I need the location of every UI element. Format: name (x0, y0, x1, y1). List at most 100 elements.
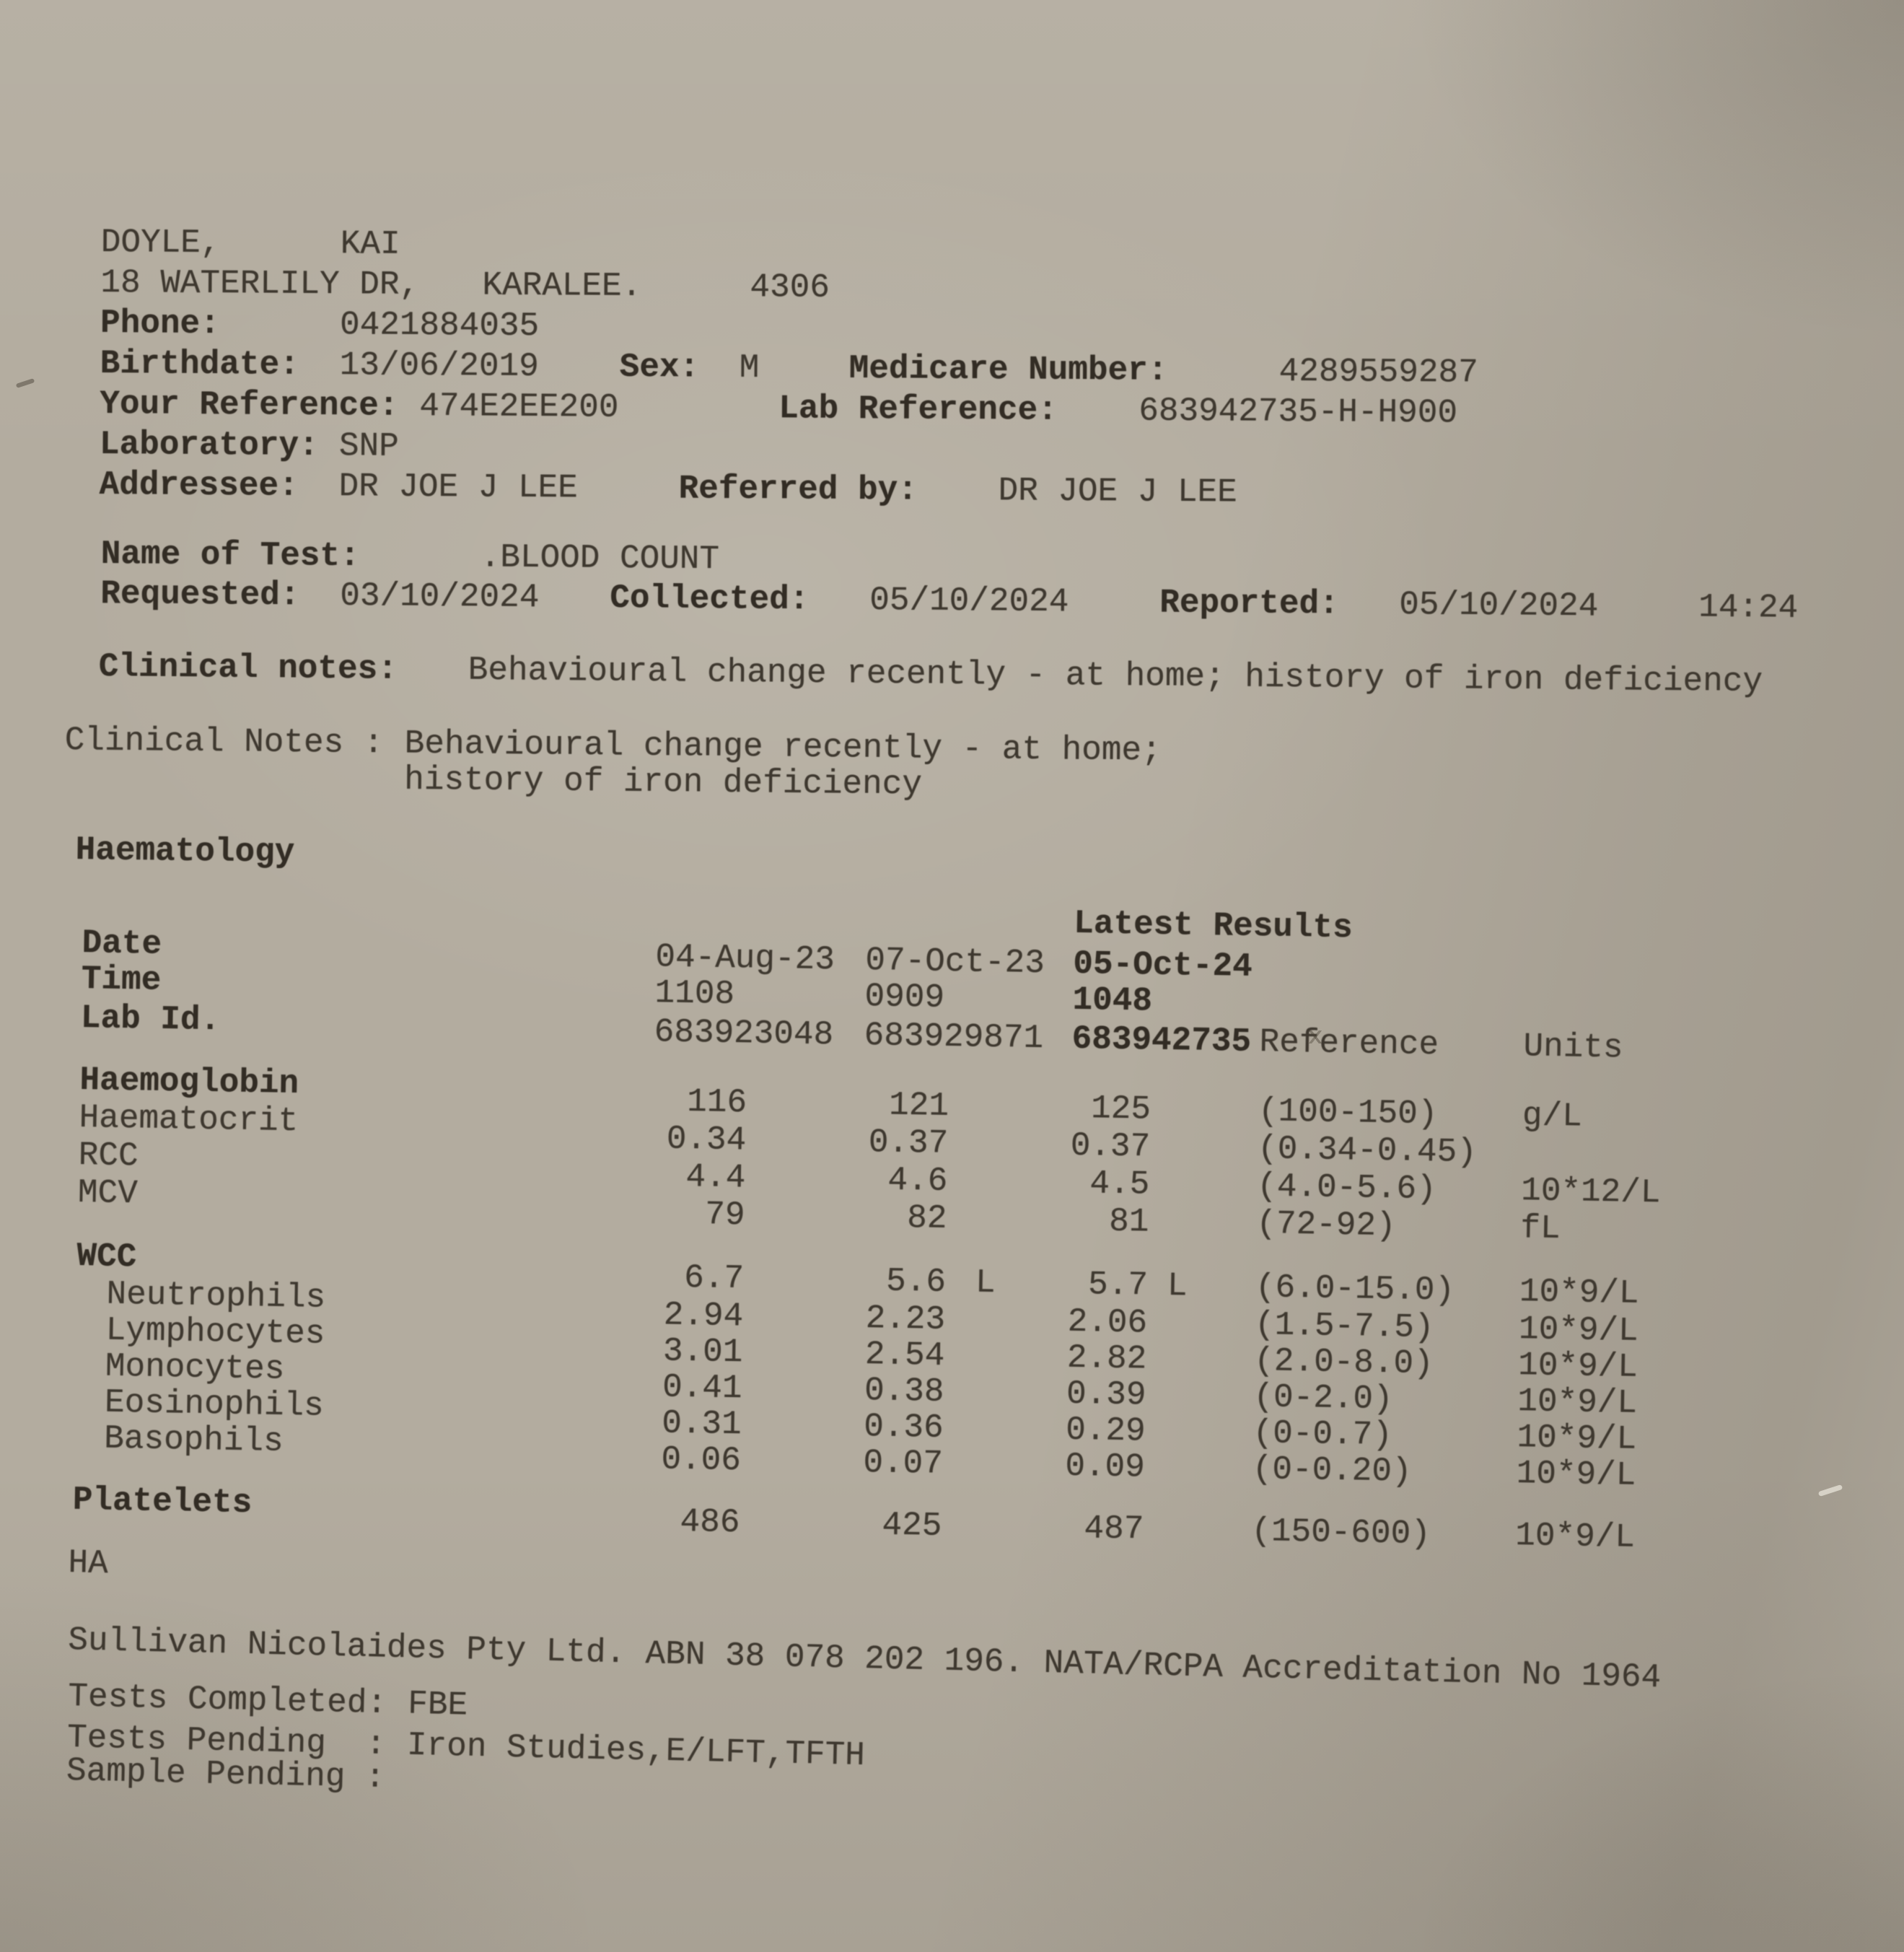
clinical-notes-block-label: Clinical Notes : (64, 722, 384, 763)
referred-by-label: Referred by: (678, 470, 918, 509)
result-value-2: 4.6 (887, 1161, 948, 1200)
footnote-ha: HA (68, 1544, 109, 1583)
result-value-3: 2.82 (1066, 1339, 1147, 1378)
latest-results-header: Latest Results (1073, 904, 1354, 947)
reported-value: 05/10/2024 (1399, 586, 1599, 626)
reference-range: (0-2.0) (1253, 1378, 1394, 1419)
lab-id-col2: 683929871 (864, 1016, 1044, 1058)
result-value-2: 425 (882, 1506, 942, 1545)
reference-range: (72-92) (1255, 1205, 1397, 1246)
result-value-1: 3.01 (662, 1332, 743, 1372)
time-row: Time 1108 0909 1048 (81, 960, 1152, 1020)
phone-value: 0421884035 (339, 306, 540, 346)
result-value-3: 4.5 (1089, 1165, 1150, 1204)
medicare-label: Medicare Number: (848, 349, 1168, 390)
result-value-3: 81 (1108, 1202, 1149, 1241)
latest-results-header-row: Latest Results (82, 888, 1353, 947)
address-suburb: KARALEE. (482, 266, 642, 305)
result-row-haemoglobin: Haemoglobin 116 121 125 (100-150) g/L (79, 1062, 1582, 1136)
date-col3: 05-Oct-24 (1072, 945, 1253, 986)
units-column-header: Units (1523, 1028, 1623, 1067)
birthdate-value: 13/06/2019 (339, 346, 539, 386)
units: 10*9/L (1514, 1517, 1636, 1557)
row-label: Platelets (72, 1481, 253, 1522)
date-row-label: Date (82, 924, 162, 963)
addressee-label: Addressee: (99, 465, 299, 505)
result-value-1: 0.31 (661, 1404, 742, 1444)
units: 10*9/L (1518, 1310, 1639, 1350)
addressee-value: DR JOE J LEE (338, 468, 579, 507)
tests-pending-value: Iron Studies,E/LFT,TFTH (406, 1726, 866, 1775)
lab-reference-value: 683942735-H-H900 (1139, 392, 1458, 432)
row-label: Neutrophils (106, 1275, 326, 1317)
clinical-notes-block-line2: history of iron deficiency (403, 761, 923, 804)
reference-range: (4.0-5.6) (1256, 1168, 1437, 1209)
result-value-2: 0.37 (868, 1124, 949, 1163)
row-label: Monocytes (105, 1347, 285, 1388)
units: 10*9/L (1517, 1347, 1638, 1386)
laboratory-label: Laboratory: (99, 425, 319, 465)
result-value-2: 0.36 (863, 1408, 944, 1447)
reported-time: 14:24 (1698, 588, 1799, 627)
result-value-2: 0.07 (862, 1444, 944, 1483)
collected-value: 05/10/2024 (869, 581, 1069, 621)
result-row-monocytes: Monocytes 0.41 0.38 0.39 (0-2.0) 10*9/L (74, 1347, 1637, 1422)
lab-id-col3: 683942735 (1071, 1020, 1252, 1061)
section-title: Haematology (75, 831, 295, 872)
lab-id-row-label: Lab Id. (80, 999, 221, 1040)
referred-by-value: DR JOE J LEE (998, 472, 1238, 512)
result-value-1: 0.34 (666, 1120, 747, 1160)
requested-label: Requested: (100, 574, 300, 615)
reference-range: (0-0.7) (1252, 1414, 1393, 1455)
result-value-2: 2.54 (864, 1336, 945, 1375)
reference-range: (2.0-8.0) (1253, 1342, 1434, 1383)
sex-value: M (739, 349, 760, 388)
reported-label: Reported: (1159, 584, 1339, 623)
result-value-3: 0.29 (1065, 1411, 1146, 1450)
result-value-1: 4.4 (685, 1157, 746, 1197)
row-label: Lymphocytes (105, 1311, 325, 1353)
requested-value: 03/10/2024 (340, 577, 540, 617)
units: 10*9/L (1516, 1455, 1636, 1494)
patient-last-name: DOYLE, (100, 224, 221, 263)
result-value-1: 2.94 (663, 1296, 744, 1336)
date-col2: 07-Oct-23 (864, 941, 1045, 983)
result-row-platelets: Platelets 486 425 487 (150-600) 10*9/L (72, 1481, 1635, 1557)
result-value-2: 121 (888, 1086, 949, 1125)
reference-column-header: Reference (1259, 1023, 1439, 1064)
units: 10*9/L (1517, 1383, 1638, 1422)
result-value-2: 5.6 (885, 1262, 947, 1301)
reference-range: (1.5-7.5) (1254, 1306, 1434, 1347)
result-value-3: 487 (1084, 1510, 1144, 1549)
time-col1: 1108 (654, 974, 735, 1013)
result-value-1: 116 (686, 1082, 747, 1122)
result-value-3: 5.7 (1087, 1266, 1149, 1305)
tests-pending-line: Tests Pending : Iron Studies,E/LFT,TFTH (67, 1719, 866, 1774)
reference-range: (100-150) (1258, 1093, 1438, 1134)
result-value-3: 0.37 (1070, 1126, 1151, 1166)
units: fL (1519, 1209, 1561, 1248)
clinical-notes-label: Clinical notes: (98, 648, 398, 688)
lab-reference-label: Lab Reference: (778, 390, 1058, 429)
result-row-wcc: WCC 6.7 5.6 L 5.7 L (6.0-15.0) 10*9/L (76, 1238, 1639, 1313)
result-value-3: 125 (1090, 1090, 1151, 1129)
clinical-notes-value: Behavioural change recently - at home; h… (468, 651, 1763, 701)
lab-id-row: Lab Id. 683923048 683929871 683942735 Re… (80, 999, 1623, 1067)
reference-range: (0-0.20) (1252, 1450, 1413, 1491)
tests-completed-line: Tests Completed: FBE (68, 1678, 468, 1725)
units: 10*12/L (1520, 1172, 1661, 1212)
result-value-1: 0.41 (662, 1368, 742, 1408)
tests-completed-label: Tests Completed: (67, 1678, 387, 1723)
paper-scratch-highlight (1817, 1484, 1843, 1497)
result-value-3: 0.39 (1066, 1375, 1146, 1414)
laboratory-value: SNP (338, 427, 399, 465)
sample-pending-label: Sample Pending : (66, 1751, 386, 1797)
paper-smudge-mark (1307, 1030, 1323, 1043)
units: 10*9/L (1519, 1273, 1639, 1313)
lab-id-col1: 683923048 (654, 1013, 834, 1054)
row-label: Haematocrit (79, 1098, 299, 1140)
address-postcode: 4306 (750, 268, 830, 307)
reference-range: (6.0-15.0) (1255, 1269, 1455, 1310)
date-col1: 04-Aug-23 (655, 938, 835, 979)
